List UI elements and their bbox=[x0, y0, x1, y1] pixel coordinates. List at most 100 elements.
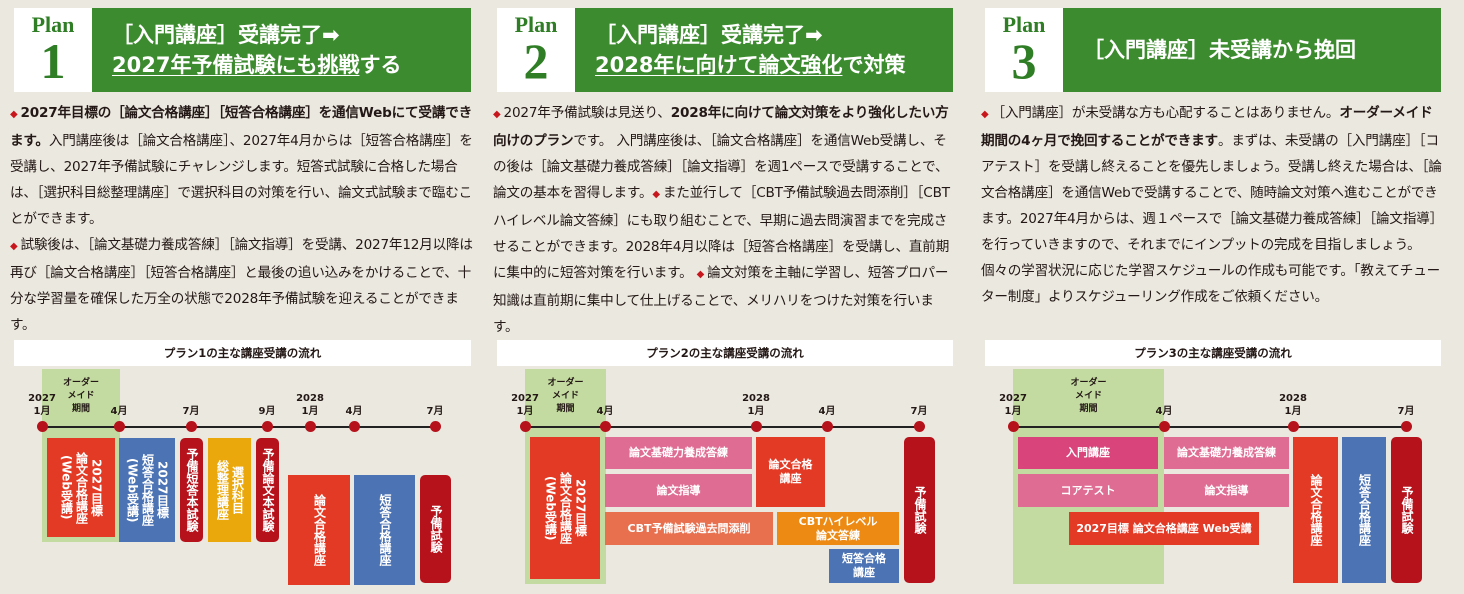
timeline-dot bbox=[750, 421, 762, 432]
timeline-dot bbox=[1287, 421, 1299, 432]
tick-month: 9月 bbox=[258, 406, 276, 417]
timeline-dot bbox=[113, 421, 125, 432]
tick-month: 7月 bbox=[182, 406, 200, 417]
description-text: 論文対策を主軸に学習し、短答プロパー知識は直前期に集中して仕上げることで、メリハ… bbox=[493, 265, 949, 335]
timeline-tick-label: 4月 bbox=[334, 405, 374, 418]
course-block: 論文基礎力養成答練 bbox=[605, 437, 752, 469]
course-block: 予備試験 bbox=[904, 437, 935, 583]
description-text: 2027年予備試験は見送り、 bbox=[503, 105, 671, 121]
tick-month: 1月 bbox=[516, 406, 534, 417]
tick-month: 7月 bbox=[1397, 406, 1415, 417]
tick-month: 1月 bbox=[1284, 406, 1302, 417]
description-text: ［入門講座］が未受講な方も心配することはありません。 bbox=[991, 105, 1340, 121]
timeline-dot bbox=[1400, 421, 1412, 432]
plan-title: ［入門講座］受講完了➡ 2028年に向けて論文強化で対策 bbox=[575, 8, 953, 92]
diamond-bullet-icon: ◆ bbox=[10, 109, 18, 120]
course-block: CBTハイレベル 論文答練 bbox=[777, 512, 899, 545]
tick-month: 7月 bbox=[910, 406, 928, 417]
plan-title-line1: ［入門講座］未受講から挽回 bbox=[1083, 38, 1356, 62]
timeline-tick-label: 4月 bbox=[807, 405, 847, 418]
timeline-axis bbox=[1013, 426, 1406, 428]
tick-month: 4月 bbox=[345, 406, 363, 417]
timeline-dot bbox=[304, 421, 316, 432]
emphasis-text: オーダーメイド期間の4ヶ月で挽回することができます bbox=[981, 105, 1433, 149]
plan-label: Plan bbox=[1002, 12, 1046, 37]
timeline-tick-label: 4月 bbox=[99, 405, 139, 418]
course-block: 2027目標 論文合格講座 (Web受講) bbox=[530, 437, 600, 579]
plan-title-underlined: 2028年に向けて論文強化 bbox=[595, 53, 843, 77]
plan-title-rest: する bbox=[359, 53, 402, 77]
plan-title-line2: 2028年に向けて論文強化で対策 bbox=[595, 50, 953, 80]
tick-year: 2028 bbox=[1279, 393, 1307, 404]
plan-title: ［入門講座］未受講から挽回 bbox=[1063, 8, 1441, 92]
order-made-period-label: オーダー メイド 期間 bbox=[1070, 378, 1107, 414]
timeline-dot bbox=[519, 421, 531, 432]
timeline-title: プラン3の主な講座受講の流れ bbox=[985, 340, 1441, 366]
emphasis-text: 2028年に向けて論文対策をより強化したい方向けのプラン bbox=[493, 105, 949, 149]
plan-title-line2: 2027年予備試験にも挑戦する bbox=[112, 50, 471, 80]
plan-number: 2 bbox=[523, 33, 549, 89]
timeline-tick-label: 2028 1月 bbox=[1273, 392, 1313, 418]
timeline-tick-label: 7月 bbox=[171, 405, 211, 418]
course-block: コアテスト bbox=[1018, 474, 1158, 507]
timeline-dot bbox=[348, 421, 360, 432]
tick-month: 4月 bbox=[596, 406, 614, 417]
tick-month: 4月 bbox=[1155, 406, 1173, 417]
timeline-dot bbox=[261, 421, 273, 432]
timeline-axis bbox=[525, 426, 919, 428]
timeline-tick-label: 2028 1月 bbox=[290, 392, 330, 418]
plan-label: Plan bbox=[514, 12, 558, 37]
timeline-tick-label: 4月 bbox=[585, 405, 625, 418]
tick-month: 4月 bbox=[110, 406, 128, 417]
course-block: 論文指導 bbox=[605, 474, 752, 507]
course-block: 予備論文本試験 bbox=[256, 438, 279, 542]
tick-year: 2028 bbox=[742, 393, 770, 404]
tick-month: 1月 bbox=[747, 406, 765, 417]
plan-description: ◆ 2027年目標の［論文合格講座］［短答合格講座］を通信Webにて受講できます。… bbox=[10, 100, 475, 338]
tick-month: 1月 bbox=[301, 406, 319, 417]
timeline-tick-label: 7月 bbox=[1386, 405, 1426, 418]
timeline-title: プラン2の主な講座受講の流れ bbox=[497, 340, 953, 366]
plan-description: ◆ ［入門講座］が未受講な方も心配することはありません。オーダーメイド期間の4ヶ月… bbox=[981, 100, 1445, 310]
description-text: また並行して［CBT予備試験過去問添削］［CBTハイレベル論文答練］にも取り組む… bbox=[493, 185, 950, 281]
timeline-tick-label: 2027 1月 bbox=[993, 392, 1033, 418]
course-block: 入門講座 bbox=[1018, 437, 1158, 469]
plan-header: Plan 3 ［入門講座］未受講から挽回 bbox=[985, 8, 1441, 92]
tick-year: 2027 bbox=[28, 393, 56, 404]
tick-month: 7月 bbox=[426, 406, 444, 417]
plan-title-line1: ［入門講座］受講完了➡ bbox=[112, 23, 340, 47]
order-made-period-label: オーダー メイド 期間 bbox=[547, 378, 584, 414]
timeline-dot bbox=[913, 421, 925, 432]
course-block: 予備試験 bbox=[1391, 437, 1422, 583]
plan-badge: Plan 3 bbox=[985, 8, 1063, 92]
emphasis-text: 2027年目標の［論文合格講座］［短答合格講座］を通信Webにて受講できます。 bbox=[10, 105, 473, 149]
diamond-bullet-icon: ◆ bbox=[652, 189, 660, 200]
course-block: 論文指導 bbox=[1164, 474, 1289, 507]
plan-badge: Plan 1 bbox=[14, 8, 92, 92]
timeline-tick-label: 7月 bbox=[415, 405, 455, 418]
course-block: 短答合格 講座 bbox=[829, 549, 899, 583]
tick-year: 2027 bbox=[511, 393, 539, 404]
timeline-axis bbox=[42, 426, 435, 428]
plan-badge: Plan 2 bbox=[497, 8, 575, 92]
timeline-tick-label: 2027 1月 bbox=[505, 392, 545, 418]
timeline-dot bbox=[599, 421, 611, 432]
tick-month: 1月 bbox=[33, 406, 51, 417]
plan-title-underlined: 2027年予備試験にも挑戦 bbox=[112, 53, 360, 77]
course-block: 論文合格講座 bbox=[1293, 437, 1338, 583]
course-block: 短答合格講座 bbox=[354, 475, 415, 585]
course-block: 予備短答本試験 bbox=[180, 438, 203, 542]
timeline-dot bbox=[1007, 421, 1019, 432]
timeline-tick-label: 7月 bbox=[899, 405, 939, 418]
timeline-dot bbox=[36, 421, 48, 432]
timeline-dot bbox=[429, 421, 441, 432]
course-block: 短答合格講座 bbox=[1342, 437, 1386, 583]
plan-label: Plan bbox=[31, 12, 75, 37]
plan-title-rest: で対策 bbox=[842, 53, 906, 77]
tick-month: 1月 bbox=[1004, 406, 1022, 417]
timeline-dot bbox=[821, 421, 833, 432]
diamond-bullet-icon: ◆ bbox=[981, 109, 989, 120]
plan-header: Plan 1 ［入門講座］受講完了➡ 2027年予備試験にも挑戦する bbox=[14, 8, 471, 92]
course-block: 2027目標 短答合格講座 (Web受講) bbox=[119, 438, 175, 542]
timeline-dot bbox=[185, 421, 197, 432]
